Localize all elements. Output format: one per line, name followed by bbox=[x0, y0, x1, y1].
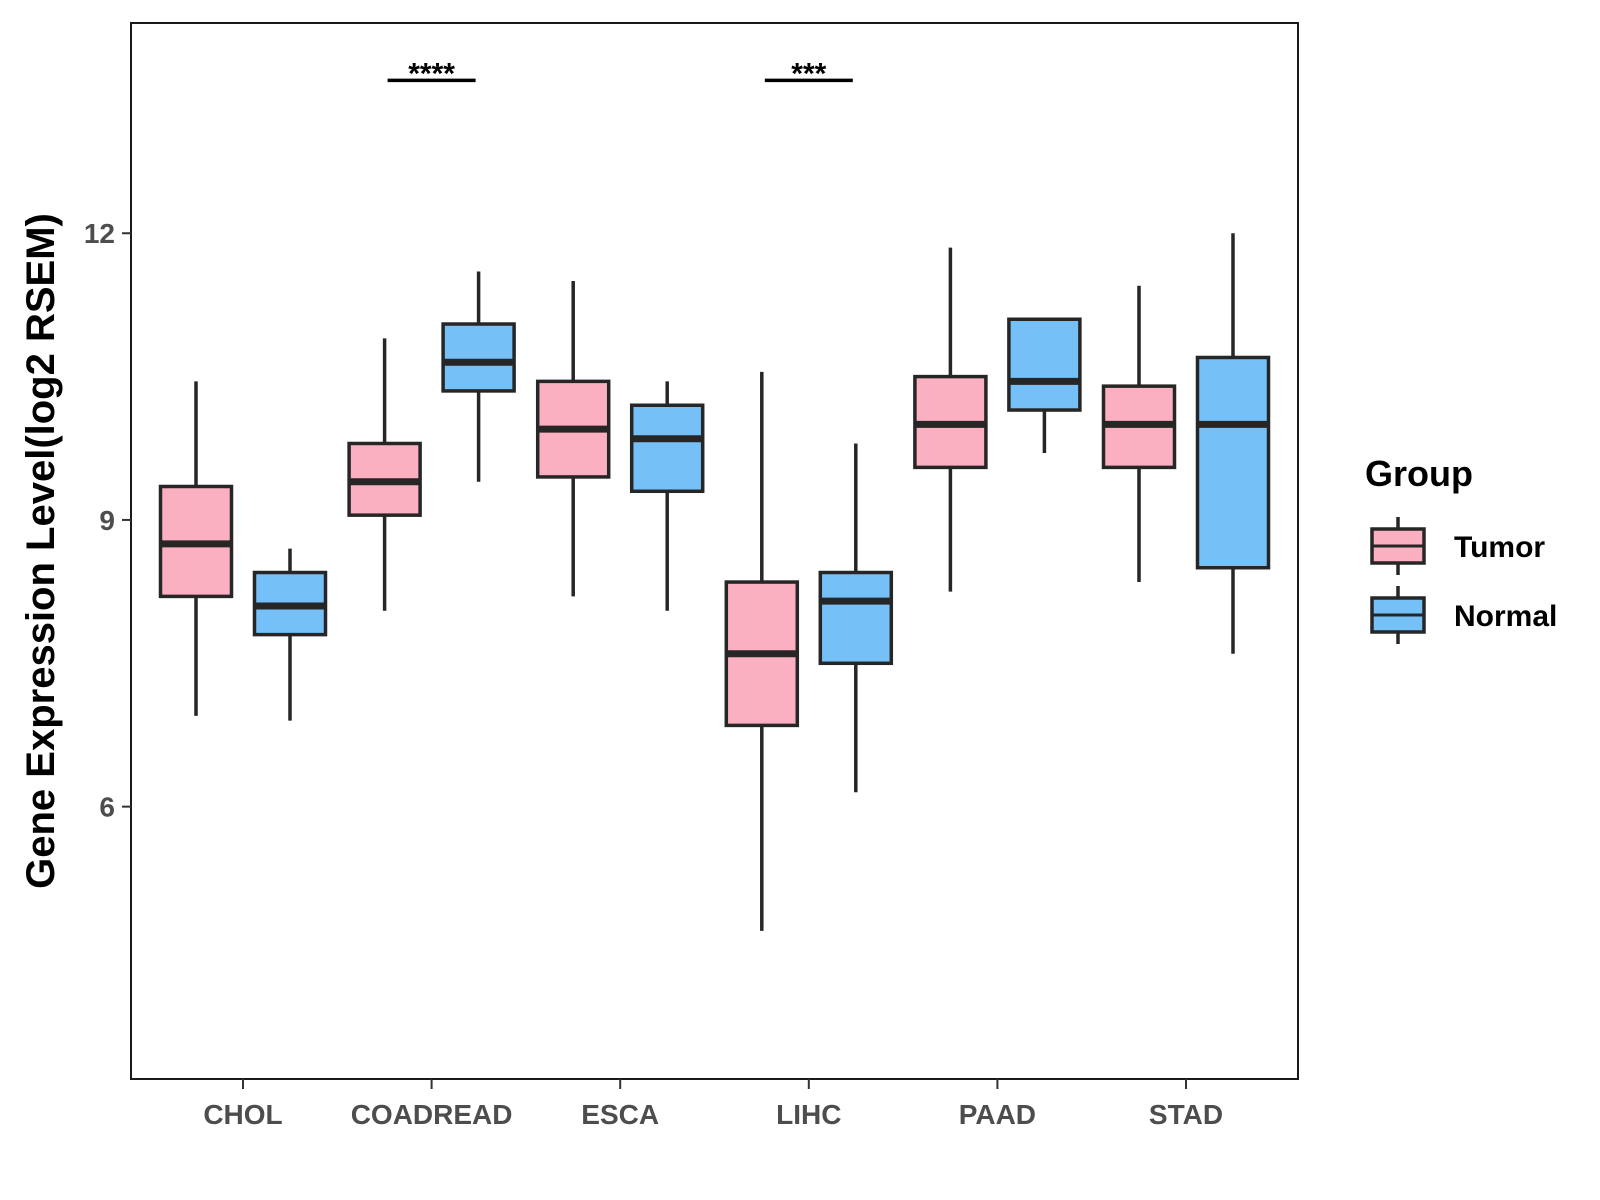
x-tick-label: PAAD bbox=[959, 1099, 1036, 1130]
box-normal-lihc bbox=[818, 443, 894, 793]
significance-label: **** bbox=[408, 57, 455, 90]
box-normal-paad bbox=[1007, 317, 1082, 454]
box-body bbox=[1195, 355, 1271, 570]
box-tumor-lihc bbox=[724, 371, 800, 931]
x-tick-label: LIHC bbox=[776, 1099, 841, 1130]
box-normal-esca bbox=[629, 381, 705, 611]
box-normal-coadread bbox=[441, 271, 516, 482]
box-tumor-stad bbox=[1101, 285, 1177, 583]
legend-item-tumor: Tumor bbox=[1370, 517, 1545, 575]
x-tick-label: ESCA bbox=[581, 1099, 659, 1130]
y-tick-label: 9 bbox=[99, 505, 115, 536]
plot-panel bbox=[130, 22, 1299, 1080]
box-body bbox=[629, 403, 705, 494]
box-tumor-coadread bbox=[347, 338, 422, 611]
box-tumor-chol bbox=[158, 381, 234, 716]
y-tick-label: 6 bbox=[99, 792, 115, 823]
y-tick-label: 12 bbox=[84, 218, 115, 249]
x-tick-label: COADREAD bbox=[351, 1099, 513, 1130]
legend-label: Tumor bbox=[1454, 531, 1545, 564]
significance-label: *** bbox=[791, 57, 826, 90]
box-body bbox=[818, 570, 894, 666]
x-tick-label: STAD bbox=[1149, 1099, 1223, 1130]
legend: Group Tumor Normal bbox=[1365, 453, 1557, 644]
legend-label: Normal bbox=[1454, 600, 1557, 633]
box-normal-stad bbox=[1195, 233, 1271, 654]
legend-item-normal: Normal bbox=[1370, 586, 1557, 644]
y-axis-title: Gene Expression Level(log2 RSEM) bbox=[19, 213, 63, 889]
box-tumor-paad bbox=[913, 247, 988, 592]
legend-title: Group bbox=[1365, 453, 1473, 494]
x-tick-label: CHOL bbox=[203, 1099, 282, 1130]
box-tumor-esca bbox=[535, 281, 611, 597]
box-body bbox=[1007, 317, 1082, 412]
box-body bbox=[441, 322, 516, 393]
box-normal-chol bbox=[252, 548, 328, 721]
